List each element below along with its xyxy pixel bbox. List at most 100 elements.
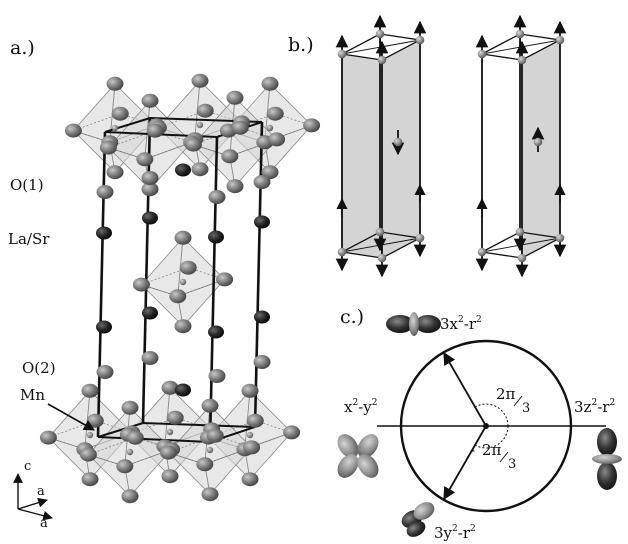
oxygen-atom [96, 365, 114, 379]
orbital-label-3z2-r2: 3z2-r2 [574, 398, 615, 416]
oxygen-atom [161, 469, 179, 484]
shaded-plane [382, 40, 420, 258]
oxygen-atom [174, 319, 192, 334]
mn-atom [515, 227, 525, 237]
mn-atom [515, 29, 525, 39]
oxygen-atom [174, 230, 192, 245]
orb-bottom-base: 3y [434, 524, 453, 542]
panel-b: b.) [288, 14, 567, 278]
mn-atom [415, 233, 425, 243]
cell-edge [96, 131, 107, 438]
oxygen-atom [268, 132, 286, 147]
oxygen-atom [159, 445, 177, 460]
mn-atom [477, 247, 487, 257]
mn-atom [375, 227, 385, 237]
orb-bottom-mid: -r [458, 524, 471, 542]
oxygen-atom [111, 106, 129, 121]
oxygen-atom [221, 149, 239, 164]
octahedron-equator [140, 267, 226, 297]
svg-text:3z2-r2: 3z2-r2 [574, 398, 615, 416]
oxygen-atom [208, 369, 226, 383]
la-sr-atom [208, 325, 224, 339]
oxygen-atom [141, 171, 159, 185]
mn-atom [555, 233, 565, 243]
oxygen-atom [216, 272, 234, 287]
a-axis-arrow [17, 497, 48, 510]
panel-c-label: c.) [340, 306, 364, 328]
mn-pointer-arrow [47, 403, 95, 431]
la-sr-atom [142, 306, 158, 320]
octahedron-face [124, 449, 172, 498]
oxygen-atom [201, 398, 219, 413]
atoms [39, 73, 321, 504]
orb-bottom-sup1: 2 [452, 524, 458, 534]
oxygen-atom [166, 410, 184, 425]
cell-edge [208, 136, 219, 443]
panel-b-label: b.) [288, 34, 314, 56]
orb-top-base: 3x [440, 315, 459, 333]
mn-atom [266, 124, 274, 132]
mn-atom [517, 253, 527, 263]
shaded-plane [342, 54, 382, 258]
oxygen-atom [106, 165, 124, 180]
angle-pos-denominator: 3 [522, 401, 530, 416]
octahedron-face [229, 139, 277, 188]
mn-atom [375, 29, 385, 39]
orb-left-base: x [344, 398, 353, 416]
oxygen-atom [179, 260, 197, 275]
oxygen-atom [96, 185, 114, 199]
octahedron-equator [87, 437, 173, 467]
orbital-3y2-r2 [401, 502, 435, 537]
octahedron-face [264, 125, 312, 174]
la-sr-atom [142, 211, 158, 225]
mn-atom [337, 247, 347, 257]
vector-3x2 [443, 351, 487, 427]
oxygen-atom [136, 152, 154, 167]
mn-atom [555, 35, 565, 45]
orbital-3z2-r2 [592, 428, 622, 490]
oxygen-atom [79, 447, 97, 462]
oxygen-atom [132, 277, 150, 292]
magnetic-prisms [335, 14, 567, 278]
oxygen-atom [64, 123, 82, 138]
oxygen-atom [241, 472, 259, 487]
oxygen-atom [226, 90, 244, 105]
mn-atom [337, 49, 347, 59]
panel-c: c.) 2π 3 - 2π 3 [337, 306, 622, 542]
oxygen-atom [196, 103, 214, 118]
mn-atom [393, 137, 403, 147]
angle-label-negative: - 2π 3 [470, 441, 516, 472]
octahedron-face [244, 432, 292, 481]
mn-atom [377, 253, 387, 263]
oxygen-atom [261, 76, 279, 91]
axes-triad: c a a [13, 459, 53, 531]
svg-text:3x2-r2: 3x2-r2 [440, 315, 482, 333]
octahedron-equator [107, 130, 193, 160]
mn-atom [246, 431, 254, 439]
oxygen-atom [121, 489, 139, 504]
la-sr-atom [208, 230, 224, 244]
angle-label-positive: 2π 3 [496, 385, 530, 416]
mn-atom [415, 35, 425, 45]
mn-atom [206, 446, 214, 454]
angle-arc-positive [474, 403, 509, 427]
oxygen-atom [161, 380, 179, 395]
la-sr-atom [175, 383, 191, 397]
vector-3y2 [443, 425, 487, 501]
oxygen-atom [253, 355, 271, 369]
oxygen-atom [303, 118, 321, 133]
mn-atom [517, 55, 527, 65]
oxygen-atom [206, 428, 224, 443]
la-sr-label: La/Sr [8, 230, 50, 248]
oxygen-atom [196, 457, 214, 472]
oxygen-atom [141, 182, 159, 197]
mn-atom [179, 278, 187, 286]
orb-top-sup1: 2 [458, 315, 464, 325]
orb-right-base: 3z [574, 398, 592, 416]
a-axis-label-2: a [40, 516, 48, 531]
oxygen-atom [184, 137, 202, 152]
cell-edge [253, 121, 264, 428]
octahedron-face [204, 447, 252, 496]
oxygen-atom [86, 413, 104, 428]
